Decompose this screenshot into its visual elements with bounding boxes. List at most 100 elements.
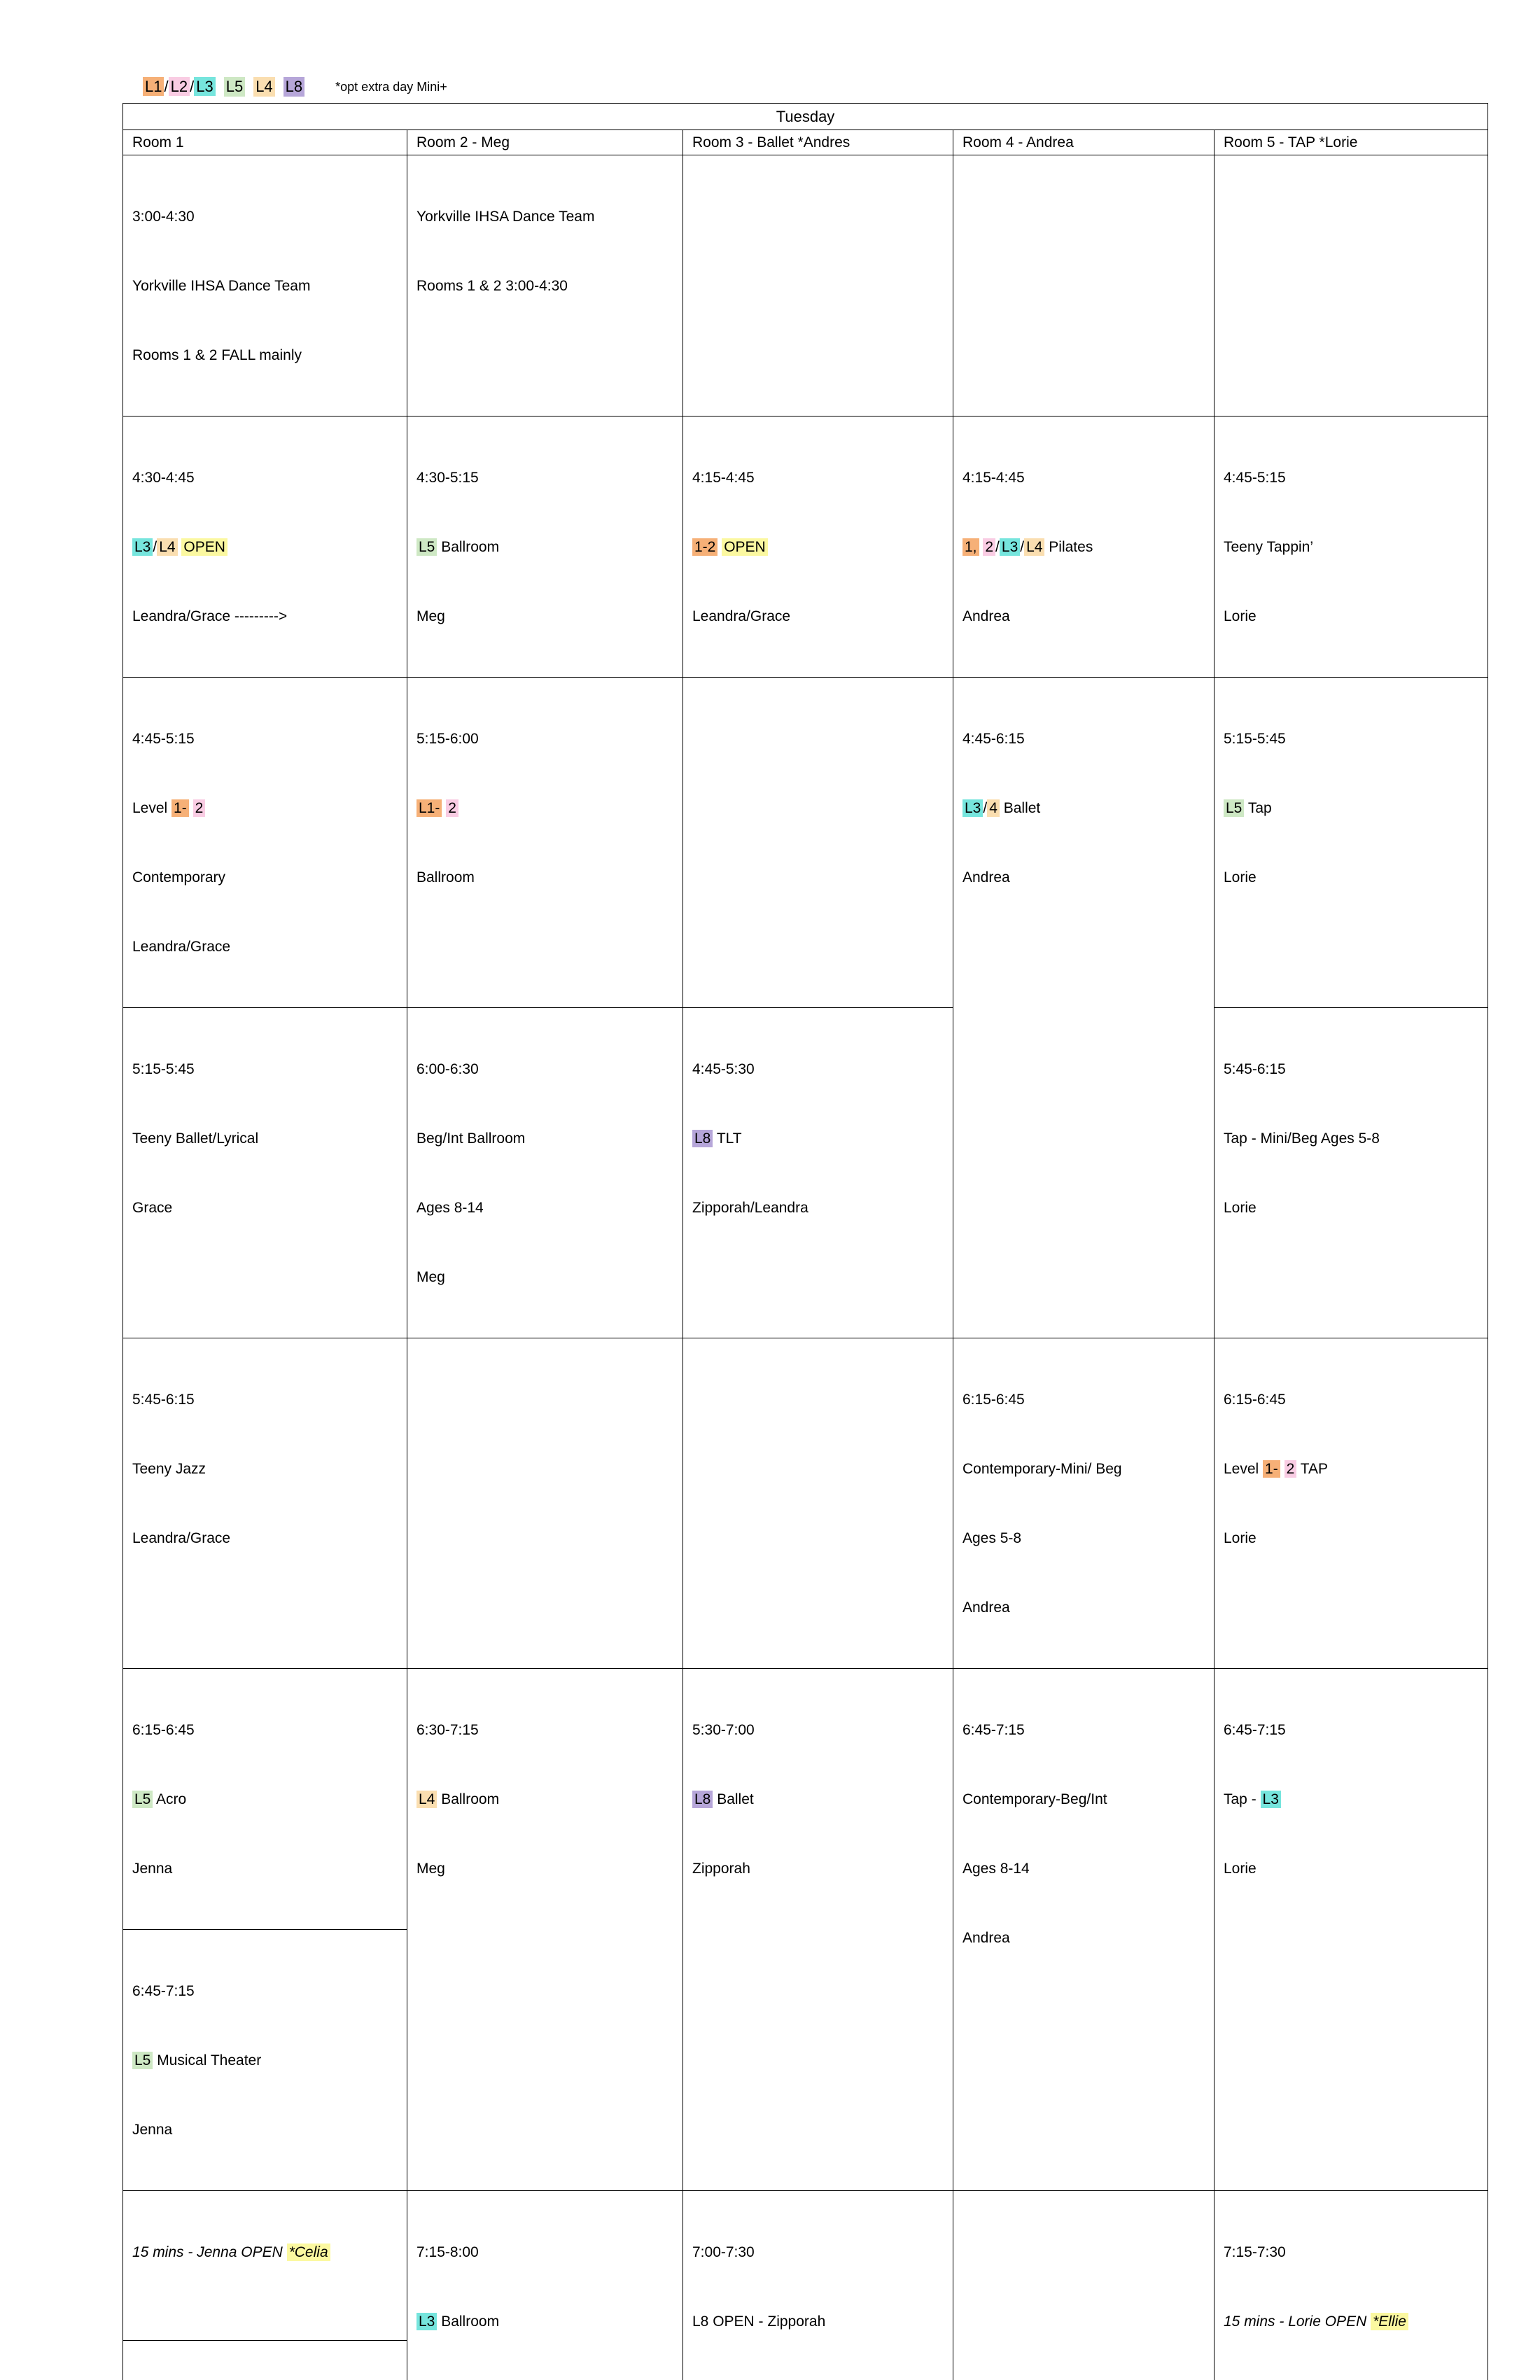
time-label: 6:45-7:15 [132,1983,195,1999]
teacher-name: Zipporah/Leandra [692,1200,808,1216]
level-badge-l4: L4 [1024,538,1044,556]
class-name: Level [1224,1461,1263,1477]
time-label: 5:45-6:15 [1224,1061,1286,1077]
level-badge-l3: L3 [416,2313,437,2330]
empty-cell [953,155,1214,416]
level-badge-l5: L5 [132,2052,153,2069]
cell-room4-l34-ballet: 4:45-6:15 L3/4 Ballet Andrea [953,678,1214,1338]
cell-room4-contemporary-begint: 6:45-7:15 Contemporary-Beg/Int Ages 8-14… [953,1669,1214,2191]
cell-room1-jenna-open: 15 mins - Jenna OPEN *Celia [123,2191,407,2341]
class-name: TAP [1296,1461,1328,1477]
teacher-name: Leandra/Grace [132,1530,230,1546]
cell-room1-l5-acro: 6:15-6:45 L5 Acro Jenna [123,1669,407,1930]
class-name: Yorkville IHSA Dance Team [132,278,310,294]
empty-cell [953,2191,1214,2380]
space [1280,1461,1284,1477]
level-badge-l3: L3 [962,799,983,817]
time-label: 4:45-5:30 [692,1061,755,1077]
time-label: 5:45-6:15 [132,1392,195,1408]
teacher-name: Andrea [962,1600,1010,1616]
ages-label: Ages 8-14 [962,1861,1030,1877]
legend-l5: L5 [224,77,245,97]
class-name: Tap - Mini/Beg Ages 5-8 [1224,1130,1380,1147]
class-name: Ballroom [437,2314,499,2330]
level-badge-l1: L1- [416,799,442,817]
class-name: Ballroom [437,539,499,555]
teacher-name: Andrea [962,608,1010,624]
time-label: 4:45-5:15 [132,731,195,747]
cell-room4-pilates: 4:15-4:45 1, 2/L3/L4 Pilates Andrea [953,416,1214,678]
cell-room1-teeny-jazz: 5:45-6:15 Teeny Jazz Leandra/Grace [123,1338,407,1669]
cell-room5-teeny-tappin: 4:45-5:15 Teeny Tappin’ Lorie [1214,416,1488,678]
level-badge-l3: L3 [132,538,153,556]
teacher-name: Leandra/Grace [692,608,790,624]
level-badge-l1: 1- [172,799,189,817]
class-name: Teeny Tappin’ [1224,539,1313,555]
teacher-name: Jenna [132,2122,172,2138]
ages-label: Ages 5-8 [962,1530,1021,1546]
class-name: Acro [153,1791,186,1807]
schedule: Tuesday Room 1 Room 2 - Meg Room 3 - Bal… [122,103,1488,2380]
time-label: 6:30-7:15 [416,1722,479,1738]
cell-room5-lorie-open: 7:15-7:30 15 mins - Lorie OPEN *Ellie [1214,2191,1488,2380]
time-label: 6:45-7:15 [962,1722,1025,1738]
class-name: Musical Theater [153,2052,261,2068]
time-label: 6:15-6:45 [962,1392,1025,1408]
time-label: 6:45-7:15 [1224,1722,1286,1738]
legend-l1: L1 [143,77,164,96]
time-label: 5:15-6:00 [416,731,479,747]
class-name: Tap [1244,800,1271,816]
cell-room2-ihsa: Yorkville IHSA Dance Team Rooms 1 & 2 3:… [407,155,683,416]
class-name: Ballet [713,1791,753,1807]
level-badge-l8: L8 [692,1791,713,1808]
teacher-name: Lorie [1224,1530,1256,1546]
class-name: Contemporary [132,869,225,886]
level-color-legend: L1/L2/L3 L5 L4 L8 *opt extra day Mini+ [143,77,447,97]
teacher-name: Andrea [962,869,1010,886]
time-label: 3:00-4:30 [132,209,195,225]
time-label: 4:30-4:45 [132,470,195,486]
class-name: Pilates [1044,539,1093,555]
time-label: 4:45-6:15 [962,731,1025,747]
level-badge-l8: L8 [692,1130,713,1147]
class-name: L8 OPEN - Zipporah [692,2314,825,2330]
cell-room1-level12-contemporary: 4:45-5:15 Level 1- 2 Contemporary Leandr… [123,678,407,1008]
time-label: 4:45-5:15 [1224,470,1286,486]
class-name: Ballroom [437,1791,499,1807]
space [189,800,193,816]
note-text: Rooms 1 & 2 3:00-4:30 [416,278,568,294]
time-label: 4:15-4:45 [962,470,1025,486]
level-badge-l5: L5 [132,1791,153,1808]
level-badge-l3: L3 [1261,1791,1281,1808]
level-badge-l1: 1- [1263,1460,1280,1478]
teacher-name: Lorie [1224,1200,1256,1216]
level-badge-l4: L4 [416,1791,437,1808]
teacher-name: Andrea [962,1930,1010,1946]
time-label: 7:15-8:00 [416,2244,479,2260]
empty-cell [1214,155,1488,416]
level-badge-l5: L5 [1224,799,1244,817]
class-name: Contemporary-Beg/Int [962,1791,1107,1807]
legend-l3: L3 [194,77,215,96]
level-badge-l2: 2 [446,799,458,817]
class-name: Yorkville IHSA Dance Team [416,209,594,225]
separator: / [995,539,1000,555]
teacher-name: Leandra/Grace [132,939,230,955]
level-badge-l2: 2 [193,799,206,817]
time-label: 7:15-7:30 [1224,2244,1286,2260]
class-name: Contemporary-Mini/ Beg [962,1461,1122,1477]
level-badge-l5: L5 [416,538,437,556]
cell-room3-l8-tlt: 4:45-5:30 L8 TLT Zipporah/Leandra [683,1008,953,1338]
time-label: 4:30-5:15 [416,470,479,486]
open-badge: OPEN [722,538,768,556]
teacher-name: Meg [416,1269,445,1285]
cell-room5-l5-tap: 5:15-5:45 L5 Tap Lorie [1214,678,1488,1008]
room5-header: Room 5 - TAP *Lorie [1214,130,1488,155]
cell-room1-l3l4-open: 4:30-4:45 L3/L4 OPEN Leandra/Grace -----… [123,416,407,678]
cell-room4-contemporary-mini: 6:15-6:45 Contemporary-Mini/ Beg Ages 5-… [953,1338,1214,1669]
class-name: Teeny Ballet/Lyrical [132,1130,258,1147]
teacher-name: Zipporah [692,1861,750,1877]
tuesday-schedule-table: Tuesday Room 1 Room 2 - Meg Room 3 - Bal… [122,103,1488,2380]
cell-room3-l8-ballet: 5:30-7:00 L8 Ballet Zipporah [683,1669,953,2191]
cell-room5-tap-mini-beg: 5:45-6:15 Tap - Mini/Beg Ages 5-8 Lorie [1214,1008,1488,1338]
